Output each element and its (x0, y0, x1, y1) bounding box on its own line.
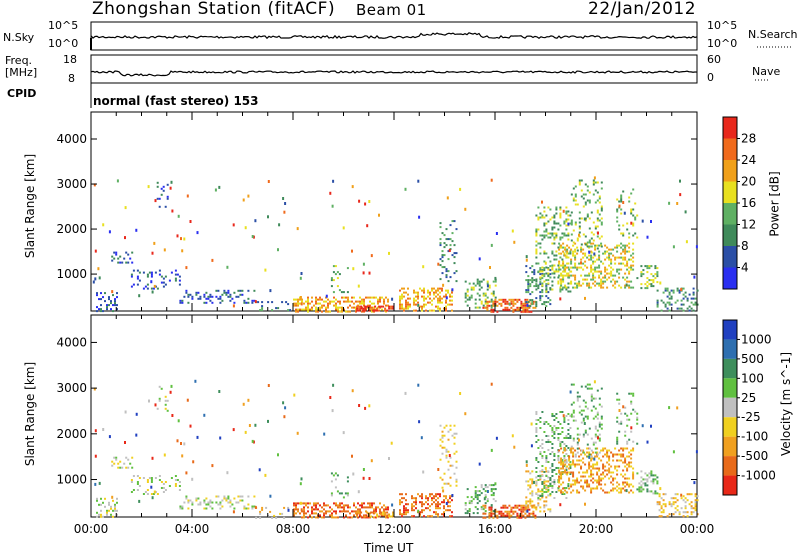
nave-tick-bottom: 0 (707, 71, 714, 84)
velocity-colorbar-cell (723, 339, 737, 359)
xaxis-tick-label: 16:00 (478, 522, 513, 536)
power-colorbar-tick-label: 8 (741, 239, 749, 253)
nsky-panel-frame (90, 21, 698, 51)
nsearch-tick-bottom: 10^0 (707, 37, 738, 50)
power-colorbar-tick-label: 28 (741, 132, 756, 146)
velocity-colorbar-tick-label: 25 (741, 391, 756, 405)
xaxis-label: Time UT (364, 541, 414, 555)
velocity-colorbar-tick-label: -100 (741, 430, 768, 444)
velocity-ytick-label: 1000 (56, 473, 87, 487)
velocity-echo-layer (93, 379, 699, 519)
nsearch-tick-top: 10^5 (707, 19, 738, 32)
freq-unit-label: [MHz] (5, 66, 38, 79)
nsky-label: N.Sky (3, 31, 35, 44)
velocity-colorbar-frame (722, 319, 738, 496)
power-colorbar-tick-label: 24 (741, 153, 756, 167)
power-colorbar-cell (723, 267, 737, 289)
xaxis-tick-label: 00:00 (680, 522, 715, 536)
date-title: 22/Jan/2012 (588, 0, 697, 19)
beam-title: Beam 01 (356, 1, 427, 19)
velocity-colorbar-tick-label: -1000 (741, 469, 776, 483)
nave-tick-top: 60 (707, 53, 721, 66)
velocity-colorbar-tick-label: -25 (741, 410, 761, 424)
power-colorbar-cell (723, 138, 737, 160)
velocity-ytick-label: 2000 (56, 427, 87, 441)
nsky-trace (90, 32, 698, 40)
power-colorbar-tick-label: 4 (741, 261, 749, 275)
velocity-colorbar-cell (723, 475, 737, 495)
velocity-colorbar-tick-label: 100 (741, 371, 764, 385)
power-ytick-label: 1000 (56, 267, 87, 281)
power-colorbar-cell (723, 160, 737, 182)
power-ytick-label: 2000 (56, 222, 87, 236)
velocity-colorbar-cell (723, 378, 737, 398)
velocity-ytick-label: 3000 (56, 381, 87, 395)
velocity-ytick-label: 4000 (56, 335, 87, 349)
xaxis-tick-label: 08:00 (276, 522, 311, 536)
velocity-colorbar-tick-label: -500 (741, 449, 768, 463)
power-colorbar-cell (723, 246, 737, 268)
velocity-colorbar-cell (723, 397, 737, 418)
velocity-colorbar-cell (723, 320, 737, 340)
nave-label: Nave (752, 65, 781, 78)
power-colorbar-tick-label: 16 (741, 196, 756, 210)
velocity-colorbar-cell (723, 456, 737, 476)
cpid-label: CPID (7, 87, 37, 100)
velocity-colorbar-tick-label: 500 (741, 352, 764, 366)
nsky-tick-top: 10^5 (48, 19, 79, 32)
power-colorbar-cell (723, 224, 737, 246)
xaxis-tick-label: 20:00 (579, 522, 614, 536)
velocity-plot-frame (90, 314, 698, 518)
nsearch-label: N.Search (748, 28, 798, 41)
xaxis-tick-label: 12:00 (377, 522, 412, 536)
power-ytick-label: 3000 (56, 177, 87, 191)
power-colorbar-cell (723, 117, 737, 139)
velocity-colorbar-cell (723, 436, 737, 457)
freq-trace (90, 70, 698, 77)
nsky-tick-bottom: 10^0 (48, 37, 79, 50)
power-ytick-label: 4000 (56, 132, 87, 146)
freq-tick-top: 18 (63, 53, 77, 66)
power-echo-layer (92, 176, 699, 313)
station-title: Zhongshan Station (fitACF) (92, 0, 336, 19)
freq-label: Freq. (5, 54, 33, 67)
velocity-colorbar-cell (723, 358, 737, 379)
freq-panel-frame (90, 54, 698, 84)
power-colorbar-cell (723, 203, 737, 225)
freq-tick-bottom: 8 (68, 72, 75, 85)
power-colorbar-tick-label: 20 (741, 175, 756, 189)
velocity-colorbar-cell (723, 417, 737, 437)
cpid-text: normal (fast stereo) 153 (93, 94, 259, 108)
xaxis-tick-label: 00:00 (74, 522, 109, 536)
velocity-colorbar-tick-label: 1000 (741, 332, 772, 346)
power-colorbar-tick-label: 12 (741, 218, 756, 232)
power-colorbar-cell (723, 181, 737, 203)
xaxis-tick-label: 04:00 (175, 522, 210, 536)
